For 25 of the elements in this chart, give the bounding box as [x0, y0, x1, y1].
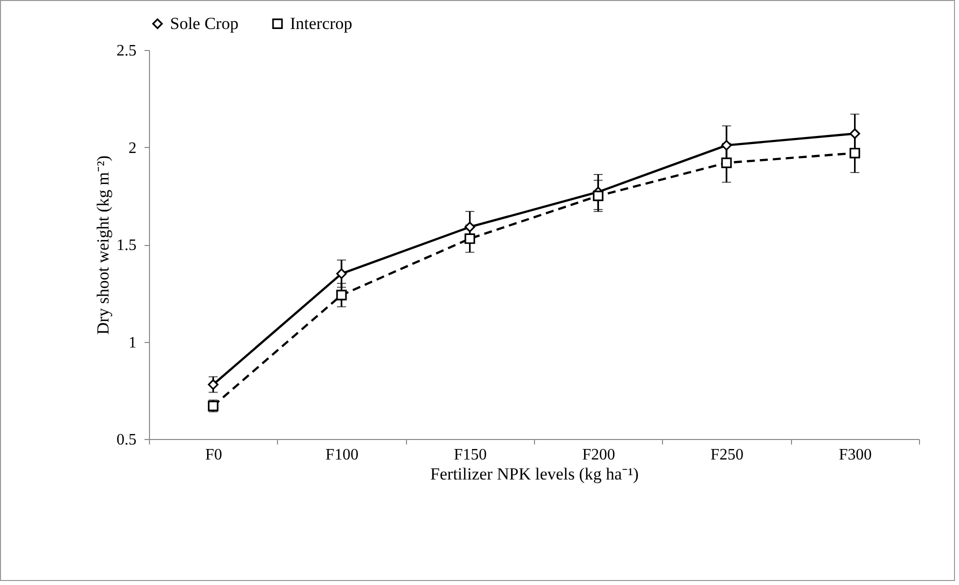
y-tick-label: 1 [128, 334, 136, 352]
point [721, 140, 732, 151]
point [208, 379, 218, 390]
point [464, 233, 476, 244]
legend-label: Sole Crop [170, 14, 238, 33]
x-tick-label: F0 [205, 446, 222, 464]
y-axis-title: Dry shoot weight (kg m⁻²) [94, 155, 112, 335]
y-tick-label: 0.5 [116, 432, 136, 448]
point [464, 222, 476, 232]
y-tick-label: 1.5 [116, 237, 136, 254]
x-tick-label: F250 [710, 446, 744, 464]
point [850, 148, 860, 158]
y-tick-label: 2.5 [116, 42, 136, 60]
point [721, 158, 732, 168]
x-axis-title: Fertilizer NPK levels (kg ha⁻¹) [430, 464, 639, 484]
point [336, 268, 347, 279]
x-tick-label: F100 [326, 446, 358, 464]
x-tick-label: F150 [454, 446, 487, 464]
point [850, 128, 860, 139]
x-tick-label: F200 [582, 446, 616, 464]
y-tick-label: 2 [128, 140, 136, 157]
x-tick-label: F300 [838, 446, 872, 464]
point [336, 290, 347, 300]
legend-label: Intercrop [290, 14, 352, 33]
point [592, 190, 604, 202]
